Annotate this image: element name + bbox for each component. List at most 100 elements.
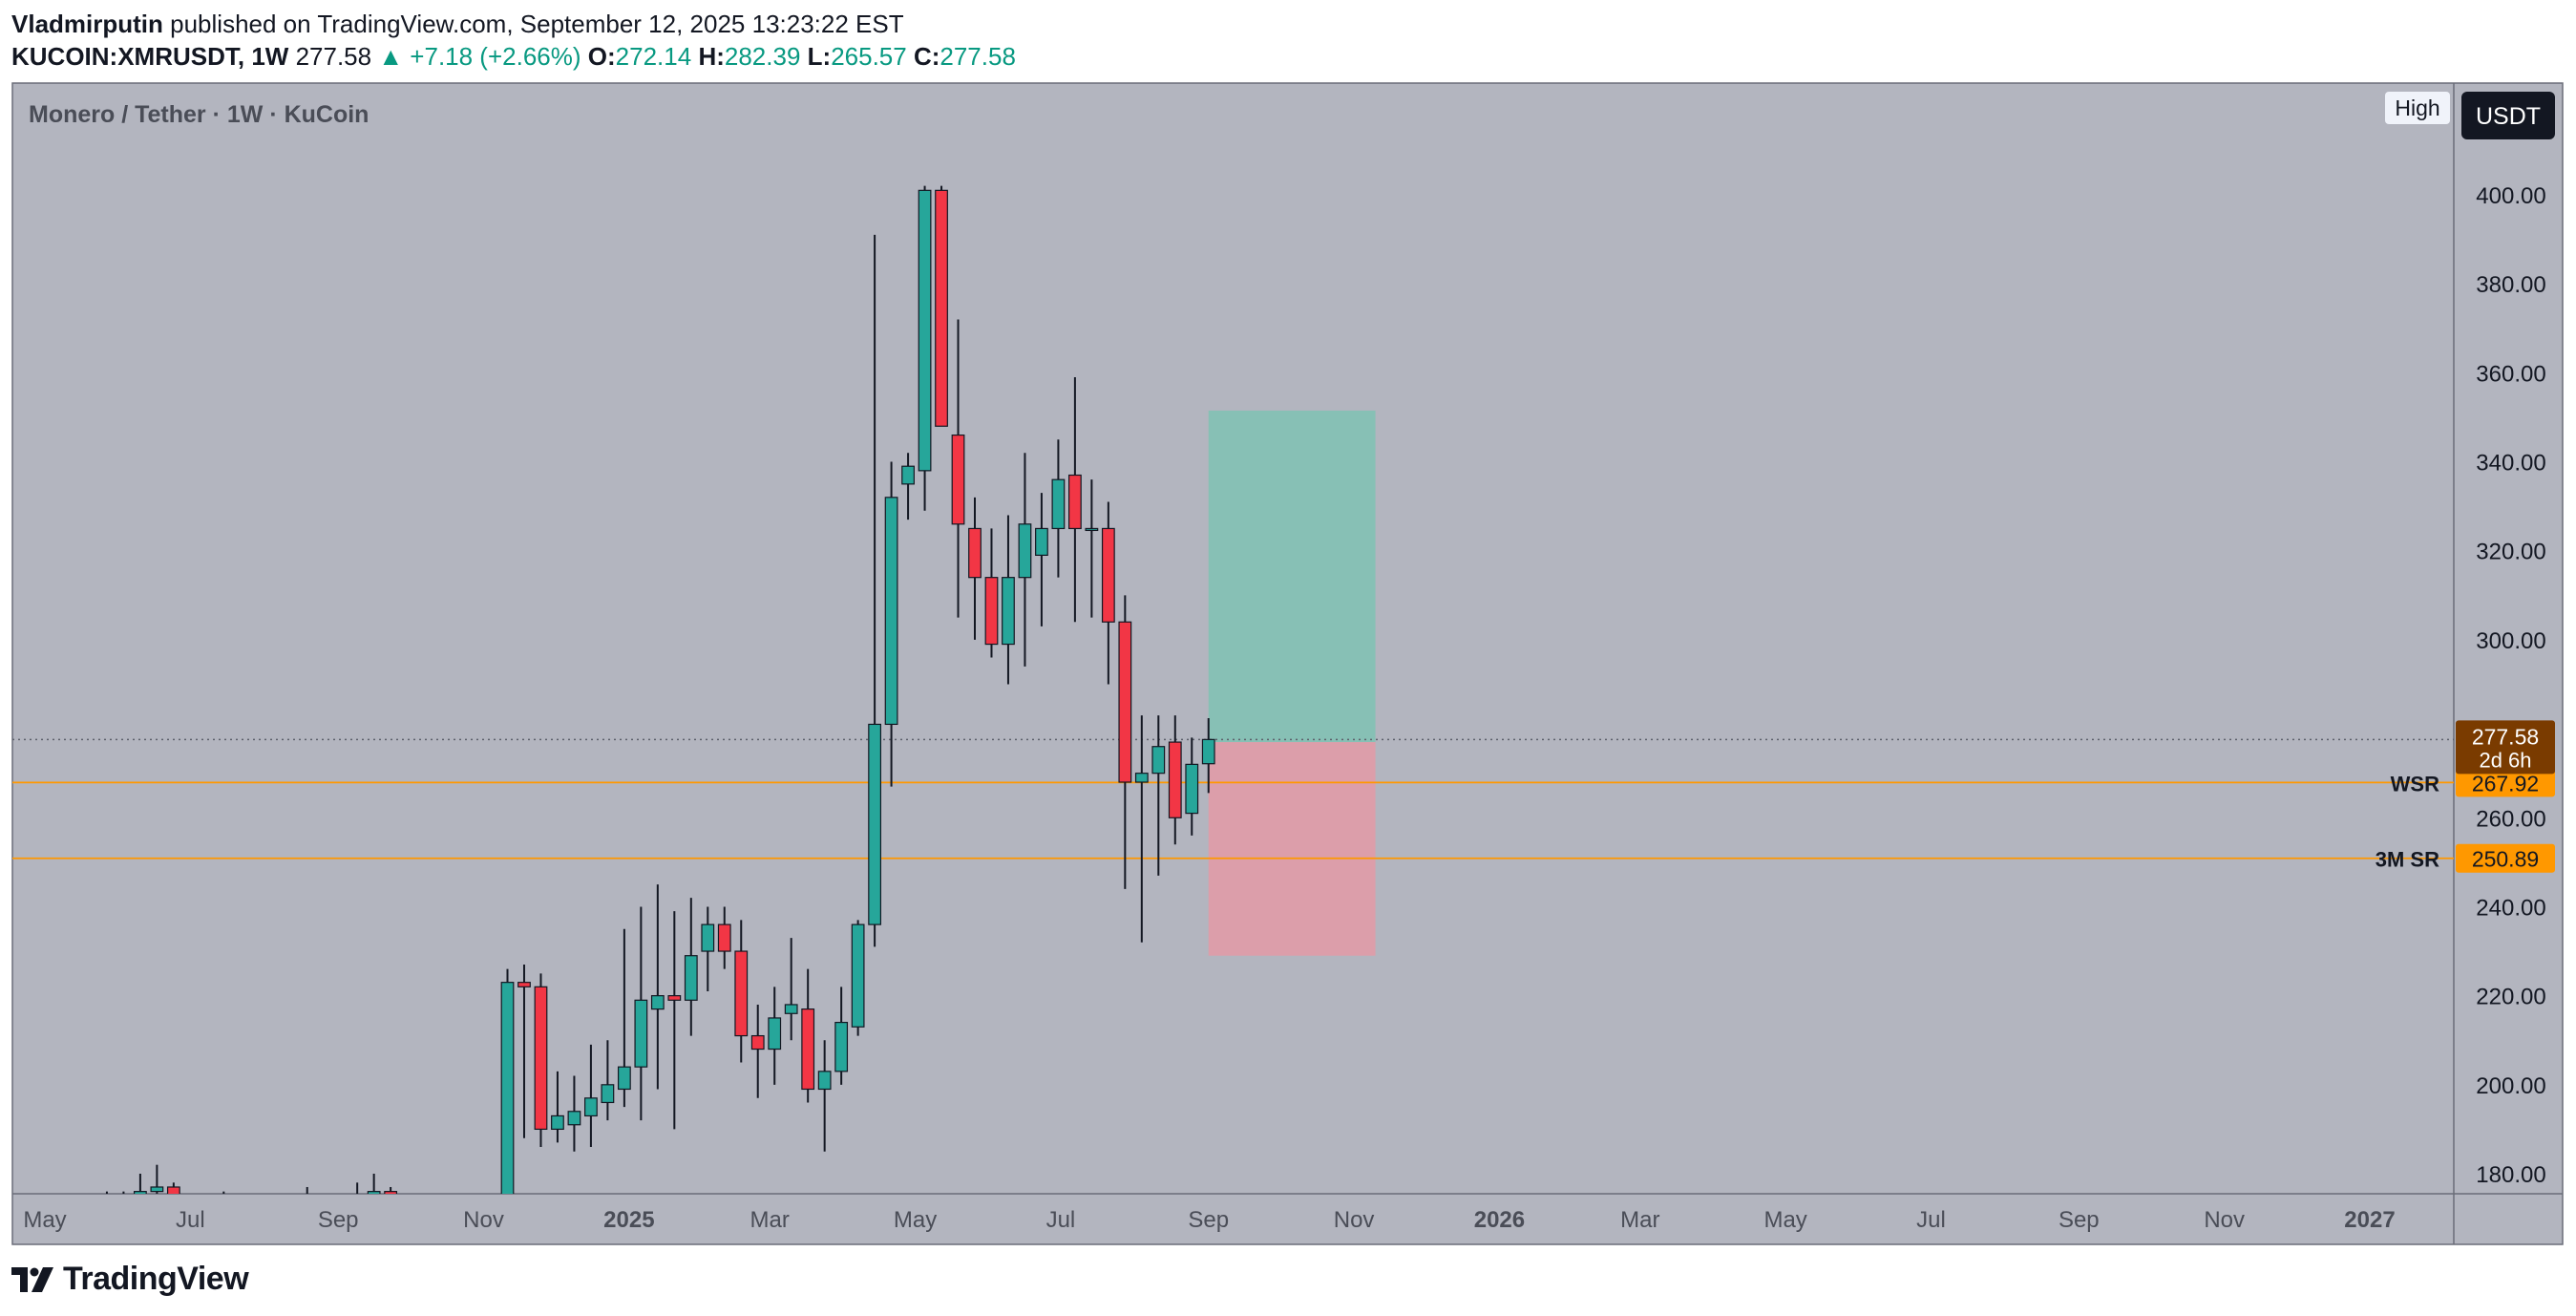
candle-body-50 [935,189,948,427]
candle-body-66 [1201,738,1215,765]
candle-body-47 [884,497,898,726]
x-tick-label: Mar [750,1207,790,1233]
high-label: H: [698,42,725,71]
candle-body-33 [650,995,665,1010]
y-tick-label: 240.00 [2476,895,2545,921]
x-tick-label: Nov [1334,1207,1375,1233]
x-tick-label: May [23,1207,66,1233]
candle-body-51 [951,434,965,525]
candle-body-59 [1085,527,1099,532]
position-loss-zone [1208,742,1376,956]
x-tick-label: May [894,1207,937,1233]
candle-body-32 [634,999,648,1068]
y-tick-label: 200.00 [2476,1073,2545,1099]
candle-body-42 [801,1008,815,1091]
candle-body-58 [1067,474,1082,530]
candle-body-49 [918,189,932,472]
level-tag-0 [2456,768,2555,797]
candle-body-38 [734,950,749,1037]
current-price-tag [2456,720,2555,775]
y-tick-label: 320.00 [2476,540,2545,565]
y-tick-label: 400.00 [2476,183,2545,209]
candle-body-63 [1151,746,1166,775]
plot-area [12,185,2454,1194]
candle-body-46 [868,723,882,925]
x-tick-label: Nov [2204,1207,2245,1233]
candle-body-53 [984,577,999,646]
currency-label: USDT [2476,103,2541,130]
price-change: ▲ +7.18 (+2.66%) [378,42,581,71]
x-tick-label: 2026 [1474,1207,1525,1233]
level-name-0: WSR [2391,772,2439,796]
y-tick-label: 260.00 [2476,806,2545,832]
symbol-label: KUCOIN:XMRUSDT, 1W [11,42,289,71]
chart-border [11,82,2564,1245]
candle-body-40 [768,1017,782,1051]
candle-body-36 [701,923,715,952]
scale-mode-badge [2385,92,2450,124]
current-price-value: 277.58 [2472,724,2539,749]
candle-body-37 [717,923,731,952]
candle-body-35 [684,955,698,1001]
candle-body-25 [517,982,531,987]
candle-body-44 [834,1021,849,1072]
x-tick-label: Sep [318,1207,359,1233]
tradingview-brand[interactable]: TradingView [11,1261,249,1298]
x-tick-label: Sep [1188,1207,1229,1233]
candle-body-48 [901,465,915,485]
x-tick-label: Sep [2059,1207,2100,1233]
candle-body-52 [968,527,982,579]
candle-body-65 [1185,763,1199,815]
level-name-1: 3M SR [2375,848,2439,872]
candle-body-2 [134,1191,147,1194]
position-profit-zone [1208,410,1376,743]
x-tick-label: 2027 [2344,1207,2395,1233]
author-name[interactable]: Vladmirputin [11,10,163,38]
x-tick-label: Nov [463,1207,504,1233]
ohlc-legend: KUCOIN:XMRUSDT, 1W 277.58 ▲ +7.18 (+2.66… [11,40,1016,73]
price-axis [2454,83,2563,1244]
level-tag-1 [2456,843,2555,873]
publish-info: Vladmirputin published on TradingView.co… [11,8,904,40]
x-tick-label: Mar [1620,1207,1659,1233]
publish-date: published on TradingView.com, September … [170,10,904,38]
candle-body-45 [851,923,865,1028]
x-tick-label: Jul [1046,1207,1076,1233]
high-value: 282.39 [724,42,801,71]
close-value: 277.58 [940,42,1016,71]
close-label: C: [913,42,940,71]
candle-body-4 [166,1186,180,1194]
candle-body-17 [384,1191,398,1194]
low-value: 265.57 [831,42,907,71]
x-tick-label: May [1763,1207,1806,1233]
candle-body-26 [534,986,548,1131]
candle-body-28 [567,1111,581,1126]
candle-body-30 [601,1084,615,1104]
candle-body-31 [617,1066,631,1091]
open-value: 272.14 [615,42,692,71]
chart-title: Monero / Tether · 1W · KuCoin [29,101,369,128]
y-tick-label: 220.00 [2476,985,2545,1010]
candle-body-3 [150,1186,164,1193]
candle-body-54 [1002,577,1015,646]
level-tag-value-0: 267.92 [2472,771,2539,796]
y-tick-label: 180.00 [2476,1162,2545,1188]
brand-name: TradingView [63,1261,249,1297]
candle-body-56 [1035,527,1048,556]
candle-body-57 [1051,478,1066,530]
candle-body-34 [667,995,682,1001]
y-tick-label: 380.00 [2476,272,2545,298]
low-label: L: [807,42,832,71]
candle-body-29 [584,1097,598,1117]
candle-body-60 [1101,527,1115,623]
candle-body-39 [750,1034,765,1051]
time-axis [12,1194,2454,1244]
y-tick-label: 340.00 [2476,451,2545,477]
candle-body-27 [551,1114,564,1131]
candle-body-55 [1018,523,1032,579]
candle-body-43 [817,1071,832,1091]
candle-body-16 [367,1191,381,1194]
level-tag-value-1: 250.89 [2472,847,2539,872]
y-tick-label: 300.00 [2476,628,2545,654]
